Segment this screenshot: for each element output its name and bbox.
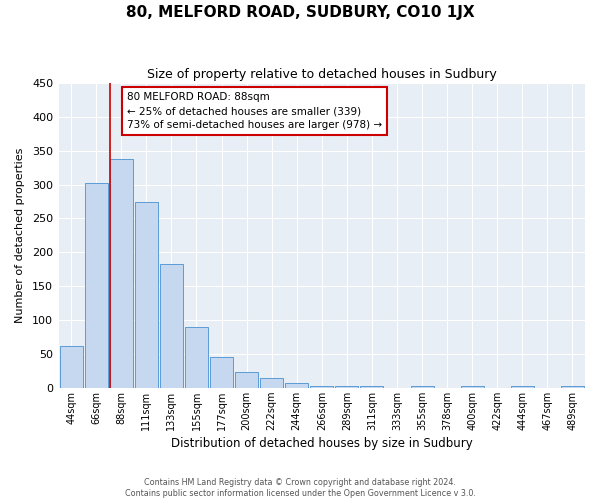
Bar xyxy=(335,386,358,388)
Bar xyxy=(59,346,83,388)
Bar xyxy=(185,327,208,388)
Text: Contains HM Land Registry data © Crown copyright and database right 2024.
Contai: Contains HM Land Registry data © Crown c… xyxy=(125,478,475,498)
Bar xyxy=(85,182,108,388)
Bar xyxy=(110,159,133,388)
Bar xyxy=(235,372,258,388)
Bar xyxy=(461,386,484,388)
Bar xyxy=(160,264,183,388)
X-axis label: Distribution of detached houses by size in Sudbury: Distribution of detached houses by size … xyxy=(171,437,473,450)
Bar xyxy=(410,386,434,388)
Y-axis label: Number of detached properties: Number of detached properties xyxy=(15,148,25,323)
Text: 80, MELFORD ROAD, SUDBURY, CO10 1JX: 80, MELFORD ROAD, SUDBURY, CO10 1JX xyxy=(125,5,475,20)
Bar xyxy=(135,202,158,388)
Bar xyxy=(285,383,308,388)
Text: 80 MELFORD ROAD: 88sqm
← 25% of detached houses are smaller (339)
73% of semi-de: 80 MELFORD ROAD: 88sqm ← 25% of detached… xyxy=(127,92,382,130)
Bar xyxy=(561,386,584,388)
Bar xyxy=(511,386,534,388)
Bar xyxy=(361,386,383,388)
Bar xyxy=(260,378,283,388)
Bar xyxy=(310,386,334,388)
Title: Size of property relative to detached houses in Sudbury: Size of property relative to detached ho… xyxy=(147,68,497,80)
Bar xyxy=(210,358,233,388)
